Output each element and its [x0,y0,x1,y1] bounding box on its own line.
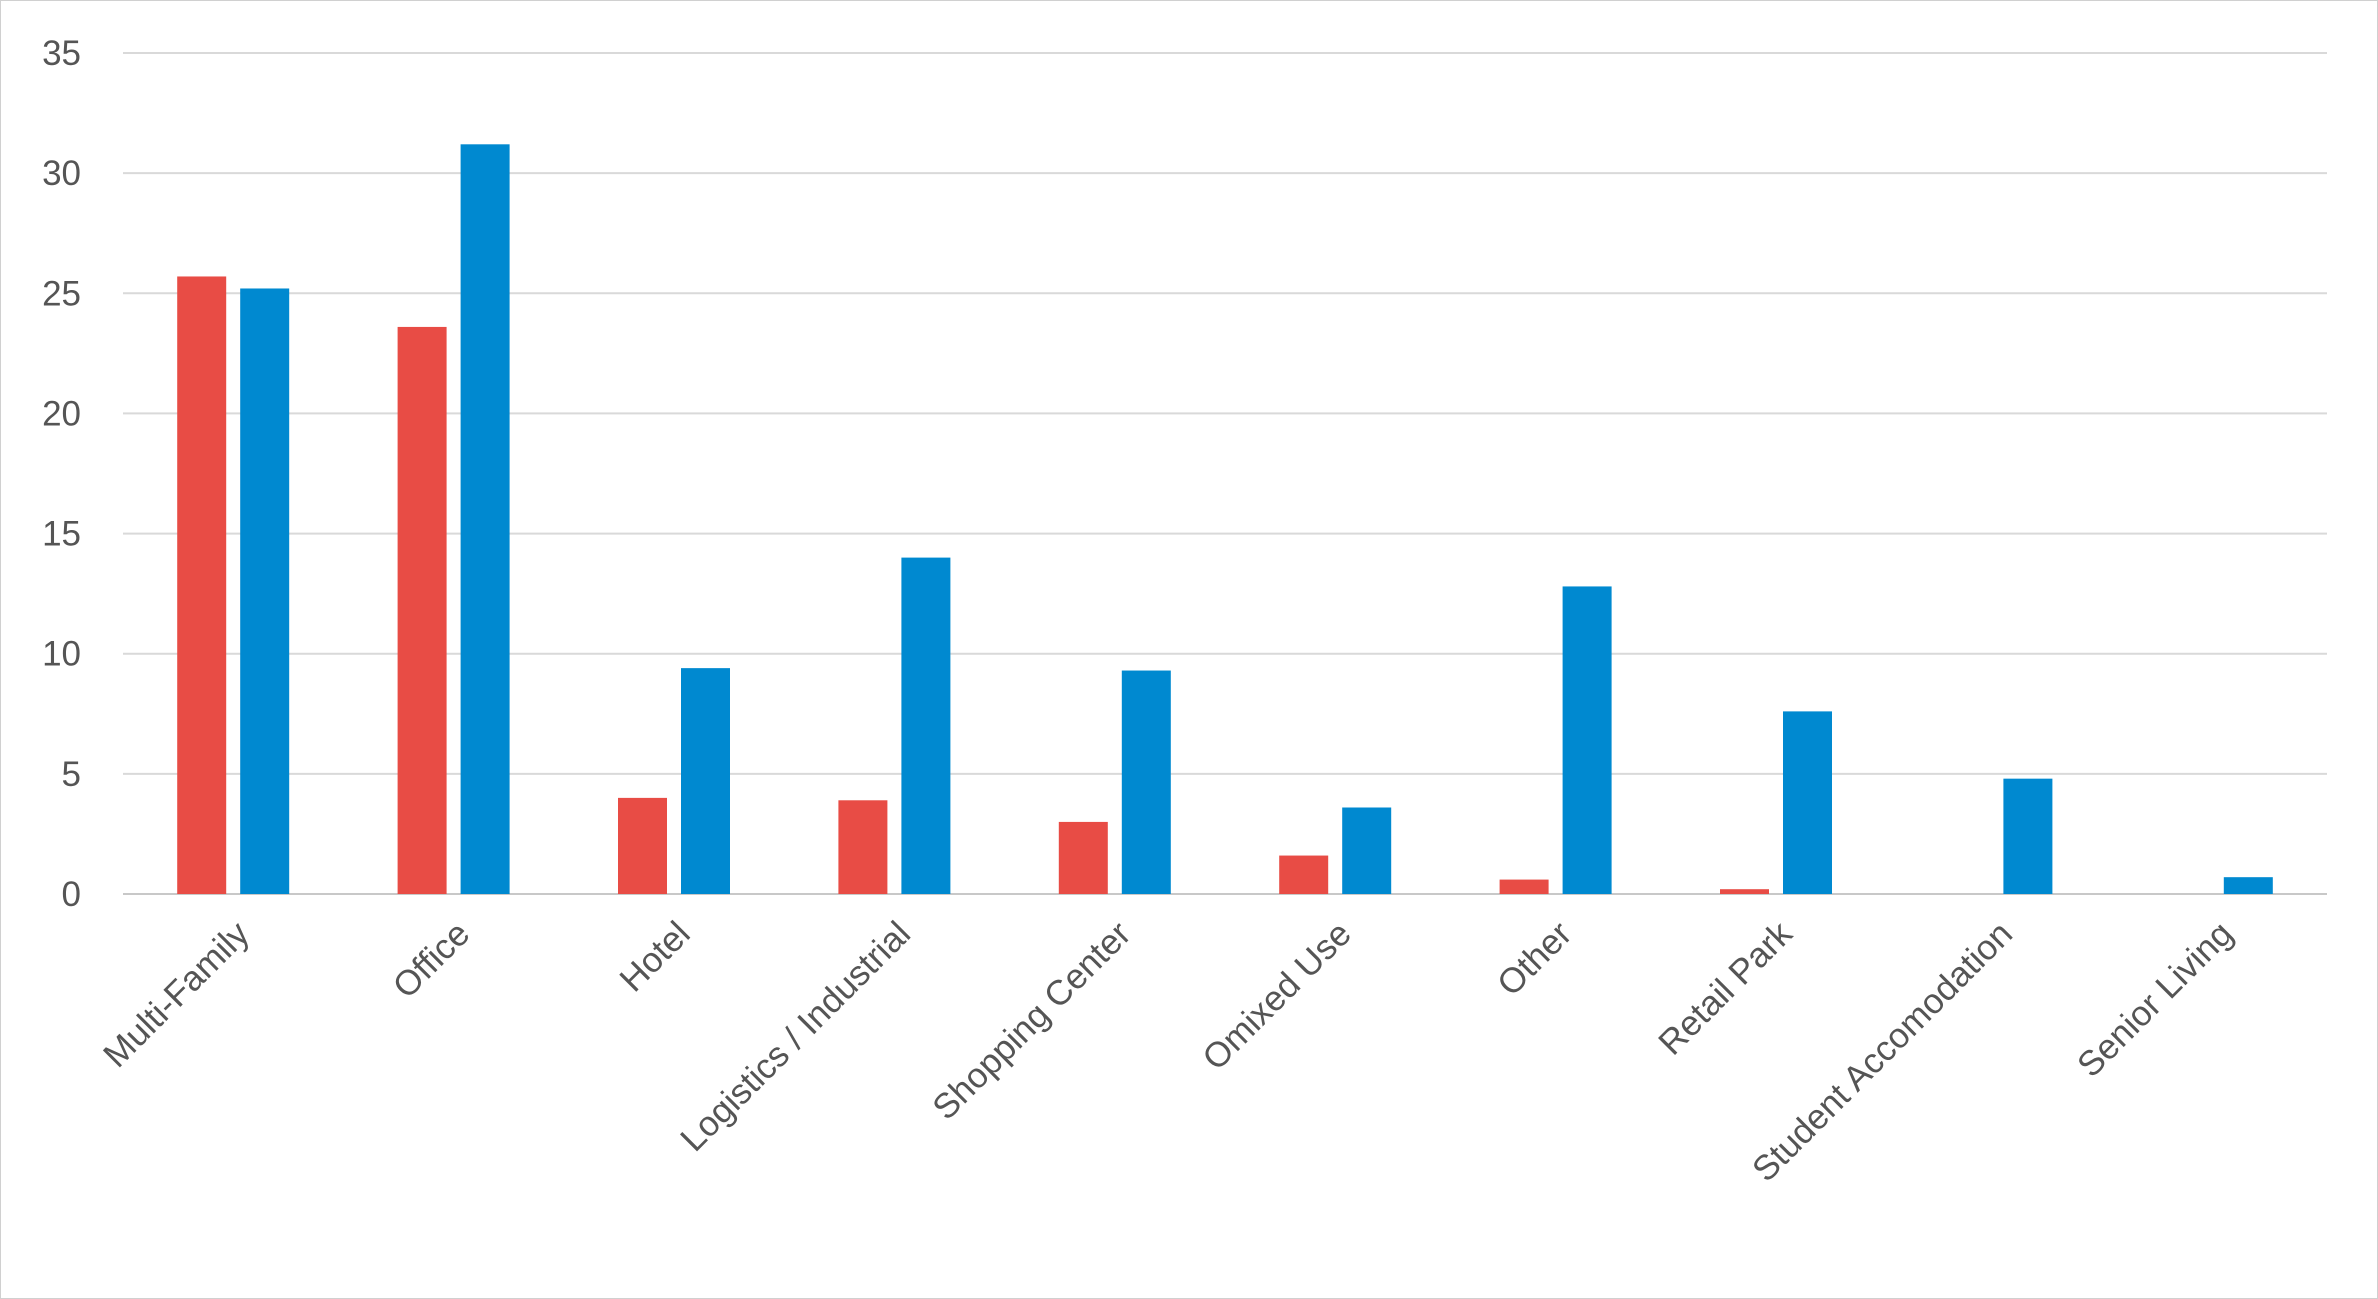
x-tick-label: Omixed Use [1195,914,1359,1078]
y-tick-label: 30 [42,154,81,193]
bar-series1-other [1499,879,1549,894]
y-tick-label: 20 [42,394,81,433]
y-axis-ticks: 0 5 10 15 20 25 30 35 [42,34,81,914]
bar-series1-logistics-industrial [838,800,888,894]
y-tick-label: 0 [62,875,81,914]
bar-series1-multi-family [177,276,227,895]
x-tick-label: Other [1490,914,1580,1004]
x-tick-label: Hotel [612,914,697,999]
gridlines [123,52,2327,895]
x-tick-label: Multi-Family [96,914,257,1075]
bar-series2-multi-family [240,288,290,895]
x-tick-label: Senior Living [2070,914,2241,1085]
bar-series2-omixed-use [1342,807,1392,894]
bar-series2-other [1562,586,1612,894]
bar-series2-student-accomodation [2003,778,2053,894]
bar-series2-hotel [681,668,730,894]
bar-series2-logistics-industrial [901,557,951,894]
bar-series2-shopping-center [1121,670,1171,894]
bars [177,144,2273,895]
y-tick-label: 35 [42,34,81,73]
x-tick-label: Student Accomodation [1745,914,2020,1189]
bar-series1-shopping-center [1058,821,1108,894]
bar-series1-office [397,326,447,894]
x-tick-label: Retail Park [1651,914,1800,1063]
bar-series2-office [460,144,510,894]
bar-series1-retail-park [1720,889,1769,894]
y-tick-label: 15 [42,515,81,554]
y-tick-label: 5 [62,755,81,794]
x-tick-label: Shopping Center [925,914,1139,1128]
y-tick-label: 25 [42,274,81,313]
bar-series2-retail-park [1783,711,1832,894]
bar-series2-senior-living [2223,877,2273,894]
x-tick-label: Logistics / Industrial [673,914,918,1159]
x-tick-label: Office [385,914,477,1006]
y-tick-label: 10 [42,635,81,674]
bar-series1-hotel [618,797,667,894]
bar-series1-omixed-use [1279,855,1329,894]
